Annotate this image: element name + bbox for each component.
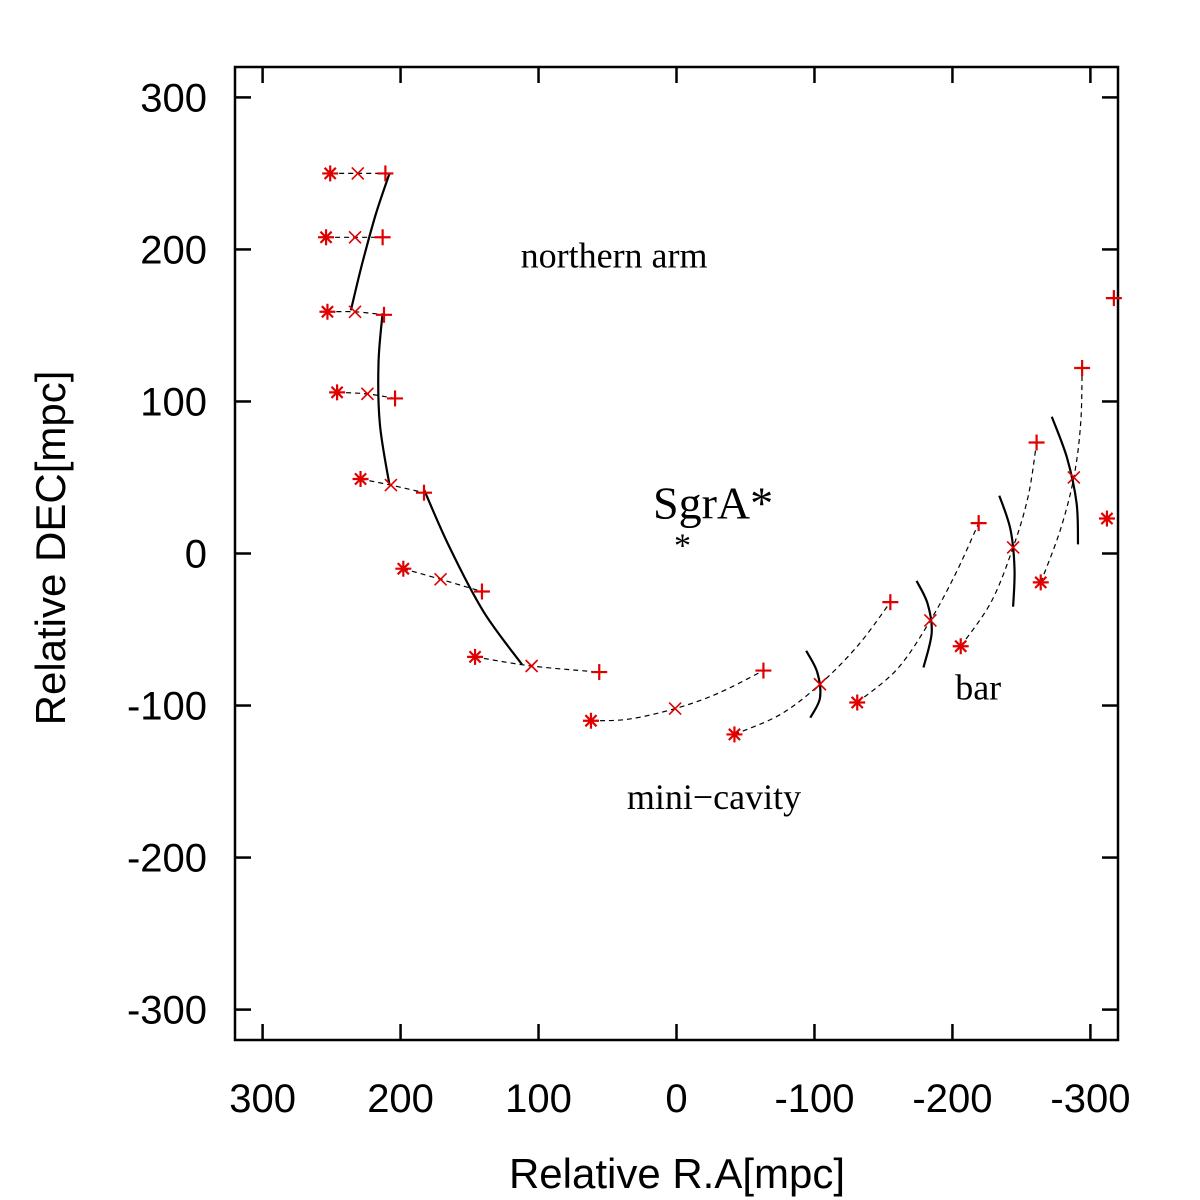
cross-marker <box>348 305 362 319</box>
cross-marker <box>348 230 362 244</box>
annotations: northern arm SgrA* bar mini−cavity * <box>521 236 1002 817</box>
x-axis-title: Relative R.A[mpc] <box>509 1150 845 1197</box>
solid-arc <box>998 495 1016 607</box>
y-tick-label: 100 <box>140 380 207 424</box>
cross-marker <box>525 659 539 673</box>
x-tick-label: 100 <box>505 1077 572 1121</box>
asterisk-marker <box>329 384 346 401</box>
x-tick-label: 0 <box>665 1077 687 1121</box>
x-tick-label: -300 <box>1050 1077 1130 1121</box>
asterisk-marker <box>1098 510 1115 527</box>
asterisk-marker <box>318 229 335 246</box>
cross-marker <box>1067 470 1081 485</box>
asterisk-marker <box>352 471 369 488</box>
x-tick-label: -200 <box>912 1077 992 1121</box>
asterisk-marker <box>582 712 599 729</box>
solid-arc <box>1050 416 1080 545</box>
cross-marker <box>434 572 448 586</box>
y-tick-label: 200 <box>140 228 207 272</box>
x-tick-label: -100 <box>774 1077 854 1121</box>
asterisk-marker <box>395 560 412 577</box>
asterisk-marker <box>726 726 743 743</box>
cross-marker <box>813 677 827 691</box>
asterisk-marker <box>322 165 339 182</box>
cross-marker <box>1006 540 1020 554</box>
asterisk-marker <box>952 638 969 655</box>
y-tick-label: 0 <box>185 533 207 577</box>
cross-marker <box>360 387 375 401</box>
asterisk-marker <box>849 694 866 711</box>
plus-marker <box>416 484 433 501</box>
asterisk-marker <box>467 648 484 665</box>
plus-marker <box>374 229 391 246</box>
plus-marker <box>1105 290 1122 307</box>
solid-arc <box>422 489 523 666</box>
solid-arc <box>377 313 391 486</box>
asterisk-marker <box>1032 574 1049 591</box>
cross-marker <box>668 702 682 716</box>
plus-marker <box>1028 434 1045 451</box>
solid-arc <box>915 580 933 668</box>
annotation-label: mini−cavity <box>627 777 801 817</box>
cross-marker <box>351 166 365 180</box>
y-tick-label: -200 <box>127 837 207 881</box>
asterisk-marker <box>319 303 336 320</box>
plus-marker <box>387 390 404 407</box>
annotation-label: bar <box>955 667 1001 707</box>
plus-marker <box>755 662 772 679</box>
cross-marker <box>923 613 937 627</box>
plus-marker <box>377 165 394 182</box>
plus-marker <box>1074 360 1091 377</box>
plus-marker <box>591 664 608 681</box>
y-tick-label: 300 <box>140 76 207 120</box>
annotation-label: northern arm <box>521 236 708 276</box>
data-markers <box>318 165 1122 743</box>
plus-marker <box>376 306 393 323</box>
y-tick-label: -300 <box>127 989 207 1033</box>
y-axis-title: Relative DEC[mpc] <box>27 371 74 726</box>
plus-marker <box>970 515 987 532</box>
sgra-star-marker: * <box>674 527 691 564</box>
x-tick-label: 200 <box>367 1077 434 1121</box>
plus-marker <box>473 583 490 600</box>
annotation-label: SgrA* <box>653 478 773 529</box>
axis-ticks: 300 200 100 0 -100 -200 -300 300 200 100 0 -100 -200… <box>127 67 1130 1121</box>
cross-marker <box>384 478 398 492</box>
solid-arc <box>349 173 391 311</box>
y-tick-label: -100 <box>127 685 207 729</box>
x-tick-label: 300 <box>229 1077 296 1121</box>
plus-marker <box>882 594 899 611</box>
